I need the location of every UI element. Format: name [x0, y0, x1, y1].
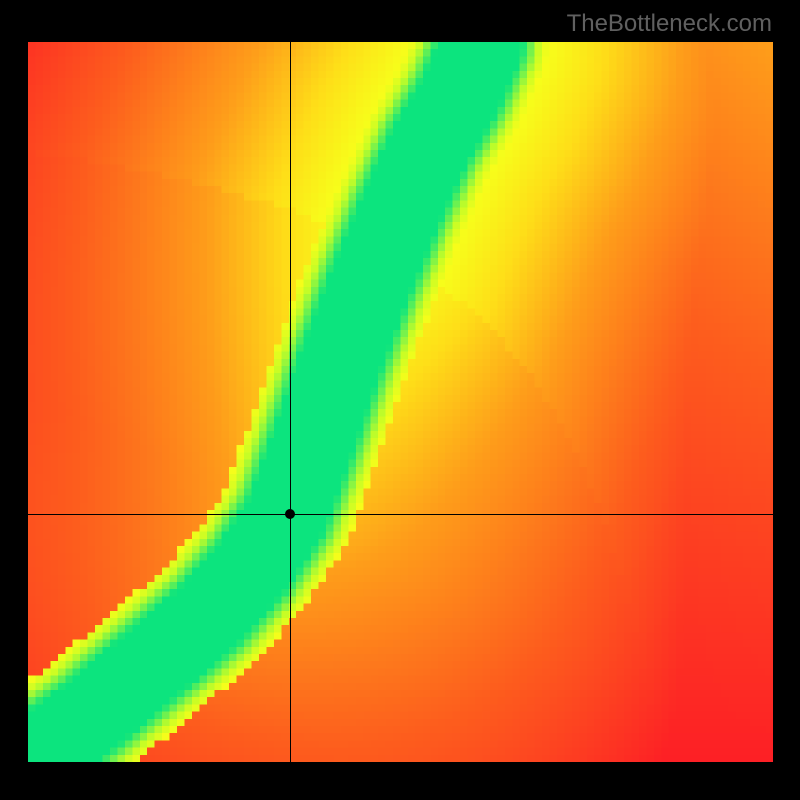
- crosshair-horizontal: [28, 514, 773, 515]
- watermark-text: TheBottleneck.com: [567, 10, 772, 38]
- heatmap-canvas: [28, 42, 773, 762]
- bottleneck-heatmap: [28, 42, 773, 762]
- crosshair-marker-dot: [285, 509, 295, 519]
- crosshair-vertical: [290, 42, 291, 762]
